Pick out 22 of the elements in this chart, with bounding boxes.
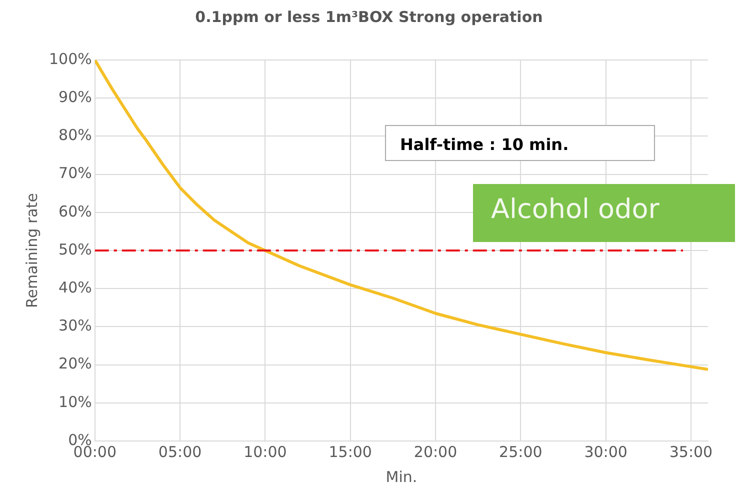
y-tick-label: 20%	[58, 354, 92, 373]
x-tick-label: 05:00	[158, 442, 202, 461]
y-tick-label: 60%	[58, 202, 92, 220]
y-tick-label: 30%	[58, 316, 92, 335]
note-box: Half-time : 10 min.	[385, 125, 655, 161]
x-tick-label: 15:00	[328, 442, 372, 461]
y-tick-label: 40%	[58, 278, 92, 296]
x-axis-title: Min.	[386, 468, 418, 486]
y-tick-label: 70%	[58, 164, 92, 182]
x-tick-label: 35:00	[669, 442, 713, 461]
x-tick-label: 25:00	[499, 442, 542, 461]
x-tick-label: 10:00	[244, 442, 287, 461]
x-tick-label: 30:00	[584, 442, 628, 461]
y-tick-label: 90%	[58, 88, 92, 106]
chart-title: 0.1ppm or less 1m³BOX Strong operation	[194, 8, 544, 26]
y-tick-label: 100%	[48, 50, 92, 68]
y-tick-label: 50%	[58, 240, 92, 258]
y-tick-label: 80%	[58, 126, 92, 144]
x-tick-label: 20:00	[414, 442, 458, 461]
y-tick-label: 10%	[58, 392, 92, 411]
label-tag: Alcohol odor	[473, 184, 735, 242]
y-axis-title: Remaining rate	[22, 193, 41, 308]
